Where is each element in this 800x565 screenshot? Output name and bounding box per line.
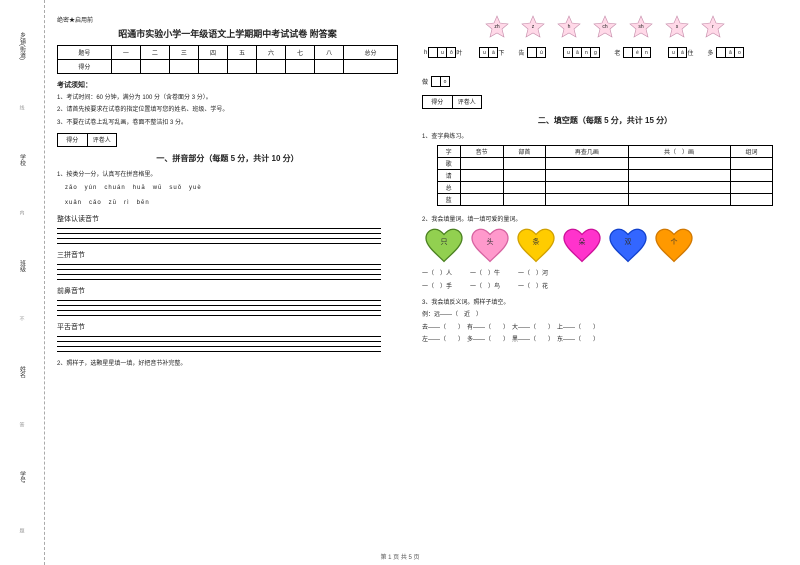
bind-field: 姓名 bbox=[18, 366, 27, 378]
heart-icon: 头 bbox=[468, 228, 512, 264]
answer-lines bbox=[57, 226, 398, 244]
pinyin-fill-item: 做o bbox=[422, 76, 452, 87]
fill-line: 一（ ）手 一（ ）鸟 一（ ）花 bbox=[422, 283, 788, 293]
pinyin-fill-item: 老én bbox=[614, 47, 653, 58]
pinyin-fill-grid: huǒ叶 uà下 告ù uāng 老én uá住 多ǎo 做o bbox=[422, 47, 788, 87]
notice-item: 3、不要在试卷上乱写乱画，卷面不整洁扣 3 分。 bbox=[57, 119, 398, 127]
star-icon: s bbox=[665, 15, 689, 39]
pinyin-row: xuǎn cǎo zū rì bēn bbox=[65, 198, 398, 209]
fill-line: 一（ ）人 一（ ）牛 一（ ）河 bbox=[422, 270, 788, 280]
notice-title: 考试须知： bbox=[57, 80, 398, 90]
question-text: 2、我会填量词。填一填可爱的量词。 bbox=[422, 214, 788, 223]
question-text: 1、查字典练习。 bbox=[422, 131, 788, 140]
stars-row: zhzhchshsr bbox=[422, 15, 788, 39]
notice-item: 1、考试时间：60 分钟，满分为 100 分（含卷面分 3 分）。 bbox=[57, 94, 398, 102]
pinyin-fill-item: 告ù bbox=[518, 47, 548, 58]
star-icon: h bbox=[557, 15, 581, 39]
star-icon: r bbox=[701, 15, 725, 39]
pinyin-fill-item: uá住 bbox=[665, 47, 695, 58]
bind-note: 内 bbox=[19, 210, 26, 215]
bind-field: 学校 bbox=[18, 154, 27, 166]
hearts-row: 只头条朵双个 bbox=[422, 228, 788, 264]
bind-note: 不 bbox=[19, 316, 26, 321]
pinyin-fill-item: huǒ叶 bbox=[422, 47, 464, 58]
secret-label: 绝密★启用前 bbox=[57, 15, 398, 24]
star-icon: ch bbox=[593, 15, 617, 39]
fill-line: 去——（ ） 有——（ ） 大——（ ） 上——（ ） bbox=[422, 324, 788, 334]
exam-title: 昭通市实验小学一年级语文上学期期中考试试卷 附答案 bbox=[57, 27, 398, 40]
bind-note: 题 bbox=[19, 528, 26, 533]
section-score-box: 得分评卷人 bbox=[422, 95, 788, 109]
subtitle: 三拼音节 bbox=[57, 250, 398, 260]
section-title: 一、拼音部分（每题 5 分，共计 10 分） bbox=[57, 153, 398, 164]
pinyin-row: zǎo yún chuán huā wū suǒ yuè bbox=[65, 183, 398, 194]
question-text: 1、按类分一分，认真写在拼音格里。 bbox=[57, 169, 398, 178]
pinyin-fill-item: uāng bbox=[560, 47, 602, 58]
heart-icon: 条 bbox=[514, 228, 558, 264]
fill-line: 左——（ ） 多——（ ） 黑——（ ） 东——（ ） bbox=[422, 336, 788, 346]
bind-field: 学号 bbox=[18, 471, 27, 483]
char-lookup-table: 字音节部首再查几画共（ ）画组词 歌请总蓝 bbox=[437, 145, 774, 206]
answer-lines bbox=[57, 334, 398, 352]
star-icon: z bbox=[521, 15, 545, 39]
bind-field: 乡镇(街道) bbox=[18, 32, 27, 60]
heart-icon: 只 bbox=[422, 228, 466, 264]
star-icon: zh bbox=[485, 15, 509, 39]
bind-note: 线 bbox=[19, 105, 26, 110]
score-table: 题号一二三四五六七八总分 得分 bbox=[57, 45, 398, 74]
heart-icon: 朵 bbox=[560, 228, 604, 264]
section-title: 二、填空题（每题 5 分，共计 15 分） bbox=[422, 115, 788, 126]
binding-column: 乡镇(街道) 线 学校 内 班级 不 姓名 答 学号 题 bbox=[0, 0, 45, 565]
subtitle: 整体认读音节 bbox=[57, 214, 398, 224]
answer-lines bbox=[57, 262, 398, 280]
bind-field: 班级 bbox=[18, 260, 27, 272]
section-score-box: 得分评卷人 bbox=[57, 133, 398, 147]
answer-lines bbox=[57, 298, 398, 316]
pinyin-fill-item: 多ǎo bbox=[707, 47, 746, 58]
left-page: 绝密★启用前 昭通市实验小学一年级语文上学期期中考试试卷 附答案 题号一二三四五… bbox=[45, 0, 410, 565]
heart-icon: 个 bbox=[652, 228, 696, 264]
notice-item: 2、请首先按要求在试卷的指定位置填写您的姓名、班级、学号。 bbox=[57, 106, 398, 114]
subtitle: 平舌音节 bbox=[57, 322, 398, 332]
heart-icon: 双 bbox=[606, 228, 650, 264]
right-page: zhzhchshsr huǒ叶uà下告ùuāng老énuá住多ǎo做o 得分评卷… bbox=[410, 0, 800, 565]
example-line: 例：远——（ 近 ） bbox=[422, 311, 788, 321]
question-text: 3、我会填反义词。照样子填空。 bbox=[422, 297, 788, 306]
bind-note: 答 bbox=[19, 422, 26, 427]
pinyin-fill-item: uà下 bbox=[476, 47, 506, 58]
star-icon: sh bbox=[629, 15, 653, 39]
page-footer: 第 1 页 共 5 页 bbox=[380, 552, 419, 561]
subtitle: 前鼻音节 bbox=[57, 286, 398, 296]
question-text: 2、照样子，选颗星星填一填，好把音节补完整。 bbox=[57, 358, 398, 367]
